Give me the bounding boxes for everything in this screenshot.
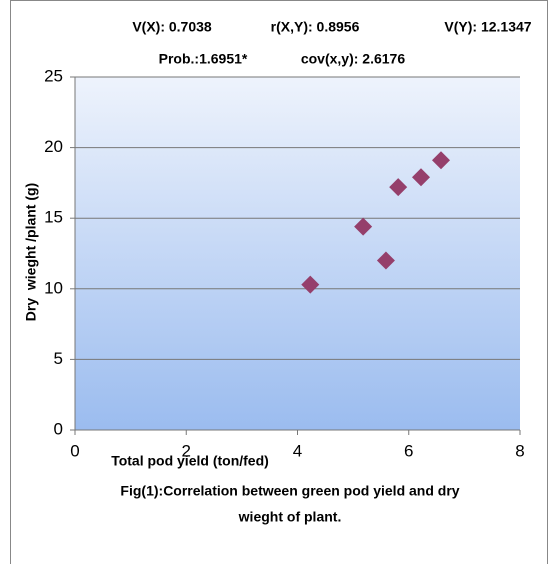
- stat: Prob.:1.6951*: [159, 51, 248, 67]
- point: [354, 217, 373, 236]
- point: [301, 275, 320, 294]
- x-tick-label: 4: [293, 441, 302, 460]
- y-tick-label: 25: [44, 66, 63, 85]
- x-tick-label: 0: [70, 441, 79, 460]
- y-tick-label: 0: [54, 419, 63, 438]
- x-tick-label: 6: [404, 441, 413, 460]
- x-tick-label: 2: [182, 441, 191, 460]
- x-tick-label: 8: [515, 441, 524, 460]
- y-tick-label: 20: [44, 137, 63, 156]
- frame: [10, 0, 548, 564]
- caption: Fig(1):Correlation between green pod yie…: [120, 483, 459, 499]
- stat: r(X,Y): 0.8956: [271, 19, 360, 35]
- x-axis-title: Total pod yield (ton/fed): [111, 453, 269, 469]
- y-tick-label: 5: [54, 349, 63, 368]
- plot-area: [75, 77, 520, 430]
- stat: cov(x,y): 2.6176: [301, 51, 405, 67]
- caption: wieght of plant.: [238, 509, 342, 525]
- point: [389, 178, 408, 197]
- point: [432, 151, 451, 170]
- y-tick-label: 10: [44, 278, 63, 297]
- stat: V(X): 0.7038: [132, 19, 212, 35]
- point: [376, 251, 395, 270]
- y-axis-title: Dry wieght /plant (g): [23, 183, 39, 321]
- point: [411, 168, 430, 187]
- stat: V(Y): 12.1347: [444, 19, 531, 35]
- y-tick-label: 15: [44, 208, 63, 227]
